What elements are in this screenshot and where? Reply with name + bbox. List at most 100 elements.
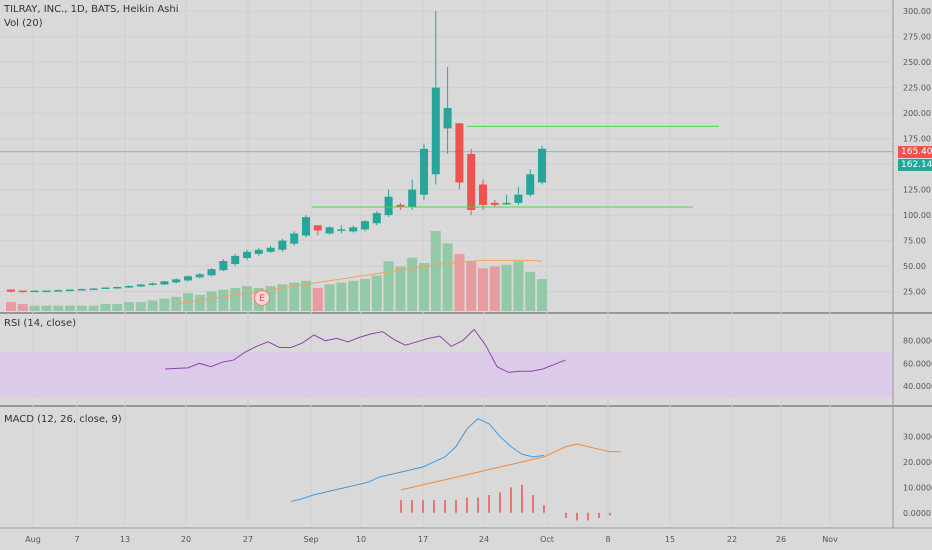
candle-body — [337, 229, 346, 231]
last-price-badge-red: 165.40 — [898, 146, 932, 158]
candle-body — [77, 289, 86, 291]
volume-bar — [230, 287, 241, 311]
price-candles[interactable] — [7, 11, 546, 293]
candle-body — [313, 225, 322, 231]
candle-body — [207, 269, 216, 276]
volume-bar — [501, 264, 512, 311]
candle-body — [302, 217, 310, 236]
volume-bar — [407, 257, 418, 311]
candle-body — [89, 288, 98, 291]
candle-body — [219, 261, 228, 271]
time-tick-label: 17 — [418, 535, 428, 544]
time-tick-label: 22 — [727, 535, 737, 544]
candle-body — [66, 289, 74, 292]
volume-bar — [218, 289, 229, 311]
candle-body — [30, 290, 39, 293]
chart-title: TILRAY, INC., 1D, BATS, Heikin Ashi — [4, 4, 179, 15]
macd-line — [290, 418, 545, 502]
candle-body — [113, 287, 122, 289]
volume-bar — [489, 266, 500, 311]
macd-series — [290, 418, 621, 521]
candle-body — [502, 202, 511, 205]
candle-body — [54, 290, 63, 292]
candle-body — [254, 249, 263, 254]
volume-bar — [336, 282, 347, 311]
volume-ma-line — [176, 259, 543, 305]
horizontal-levels[interactable] — [0, 125, 893, 208]
grid-lines — [0, 0, 893, 525]
volume-bar — [301, 280, 311, 311]
price-tick-label: 125.00 — [903, 186, 931, 195]
volume-bar — [135, 302, 146, 311]
candle-body — [526, 174, 535, 195]
volume-bar — [419, 263, 429, 311]
candle-body — [325, 227, 334, 234]
candle-body — [420, 148, 428, 195]
volume-bar — [88, 305, 99, 311]
candle-body — [538, 148, 546, 183]
time-tick-label: 27 — [243, 535, 253, 544]
volume-bar — [371, 275, 382, 311]
candle-body — [455, 123, 464, 183]
volume-bar — [289, 282, 300, 311]
volume-bar — [430, 231, 441, 311]
price-tick-label: 250.00 — [903, 58, 931, 67]
rsi-tick-label: 80.0000 — [903, 337, 932, 346]
volume-bar — [242, 286, 252, 311]
volume-bar — [537, 279, 547, 311]
price-tick-label: 275.00 — [903, 33, 931, 42]
candle-body — [231, 255, 240, 265]
volume-bar — [65, 305, 75, 311]
time-tick-label: 8 — [605, 535, 610, 544]
time-tick-label: 13 — [120, 535, 130, 544]
rsi-line — [165, 328, 566, 373]
time-tick-label: Aug — [25, 535, 41, 544]
candle-body — [266, 247, 275, 252]
time-tick-label: 24 — [479, 535, 489, 544]
volume-bar — [360, 279, 370, 311]
candle-body — [361, 221, 369, 230]
volume-bar — [324, 284, 335, 311]
time-tick-label: 26 — [776, 535, 786, 544]
volume-bar — [277, 284, 288, 311]
volume-bar — [265, 286, 276, 311]
volume-bar — [17, 303, 28, 311]
candle-body — [384, 196, 393, 216]
candle-body — [184, 276, 192, 281]
candle-body — [372, 213, 381, 224]
macd-tick-label: 10.0000 — [903, 483, 932, 492]
time-tick-label: 7 — [74, 535, 79, 544]
candle-body — [349, 227, 358, 232]
time-tick-label: Oct — [540, 535, 554, 544]
candle-body — [396, 204, 405, 207]
candle-body — [195, 274, 204, 278]
price-tick-label: 225.00 — [903, 84, 931, 93]
volume-indicator-label: Vol (20) — [4, 18, 43, 29]
signal-line — [400, 443, 621, 491]
candle-body — [243, 251, 251, 258]
volume-bar — [76, 305, 87, 311]
candle-body — [467, 153, 476, 210]
earnings-event-marker[interactable]: E — [254, 290, 270, 306]
price-tick-label: 25.00 — [903, 288, 926, 297]
volume-bar — [147, 300, 158, 311]
price-tick-label: 75.00 — [903, 237, 926, 246]
volume-bar — [124, 302, 134, 311]
candle-body — [160, 281, 169, 285]
candle-body — [148, 283, 157, 285]
volume-bar — [466, 261, 477, 311]
candle-body — [490, 202, 499, 205]
macd-tick-label: 20.0000 — [903, 458, 932, 467]
price-tick-label: 50.00 — [903, 262, 926, 271]
candle-body — [101, 287, 110, 290]
volume-bar — [348, 280, 359, 311]
macd-indicator-label: MACD (12, 26, close, 9) — [4, 414, 122, 425]
time-tick-label: Sep — [303, 535, 318, 544]
candle-body — [42, 290, 51, 293]
time-tick-label: 10 — [356, 535, 366, 544]
candle-body — [18, 290, 27, 293]
candle-body — [514, 194, 523, 203]
